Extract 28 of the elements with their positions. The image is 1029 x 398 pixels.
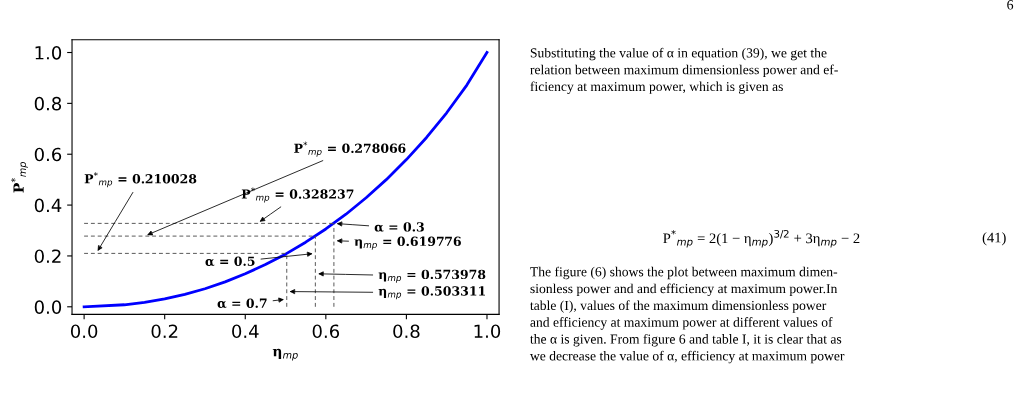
y-tick-label: 1.0 (35, 45, 62, 60)
x-tick-label: 0.0 (70, 324, 98, 339)
y-axis-title: P$^{*}$$_{mp}$ (11, 162, 28, 193)
x-tick-label: 1.0 (474, 324, 501, 339)
annotation: α = 0.3 (374, 222, 424, 232)
y-tick-label: 0.0 (34, 300, 62, 314)
y-tick-label: 0.8 (34, 96, 62, 111)
annotation: α = 0.7 (217, 298, 267, 308)
y-tick-label: 0.6 (34, 147, 62, 162)
annotation: P$^{*}$$_{mp}$ = 0.328237 (241, 187, 354, 203)
annotation: η$_{mp}$ = 0.619776 (354, 236, 461, 250)
annotation: η$_{mp}$ = 0.503311 (378, 286, 485, 300)
text: Substituting the value of α in equation (39), we get the relation between maximum dimensionless power and ef- ficiency at maximum power, which is given as (530, 47, 838, 94)
text: P$^{*}$$_{mp}$ = 2(1 − η$_{mp}$)$^{3/2}$ + 3η$_{mp}$ − 2 (663, 229, 860, 248)
text: (41) (982, 232, 1006, 246)
annotation: P$^{*}$$_{mp}$ = 0.278066 (294, 141, 406, 157)
annotation: P$^{*}$$_{mp}$ = 0.210028 (84, 172, 197, 188)
x-tick-label: 0.6 (312, 324, 340, 339)
x-axis-title: η$_{mp}$ (272, 348, 298, 361)
x-tick-label: 0.4 (232, 324, 259, 339)
y-tick-label: 0.4 (34, 198, 62, 213)
x-tick-label: 0.8 (393, 324, 420, 339)
text: The figure (6) shows the plot between maximum dimen- sionless power and and efficiency at maximum power.In table (I), values of the maximum dimensionless power and efficiency at maximum power at different values of the α is given. From figure 6 and table I, it is clear that as we decrease the value of α, efficiency at maximum power (529, 266, 845, 364)
annotation: η$_{mp}$ = 0.573978 (378, 269, 486, 283)
annotation: α = 0.5 (205, 256, 255, 266)
x-tick-label: 0.2 (151, 324, 178, 339)
text: 6 (1007, 0, 1014, 10)
y-tick-label: 0.2 (34, 249, 61, 264)
